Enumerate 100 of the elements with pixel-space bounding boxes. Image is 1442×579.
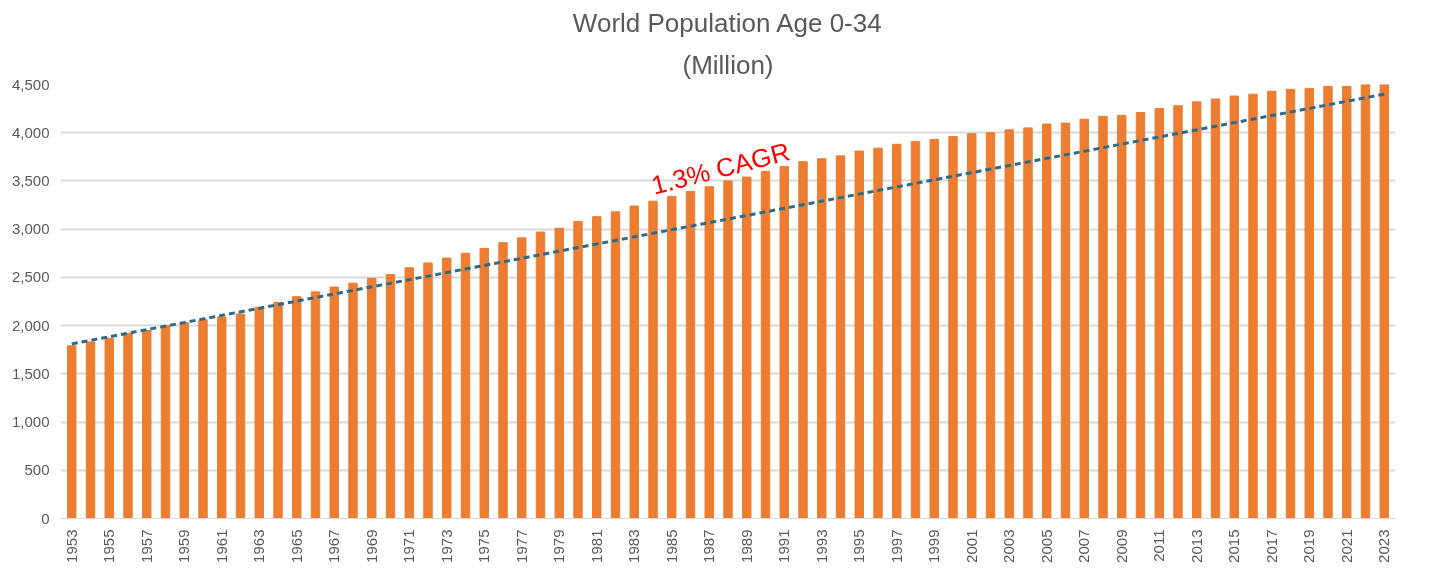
bar — [1135, 111, 1146, 519]
x-tick-label: 2013 — [1187, 529, 1205, 563]
bar — [892, 143, 902, 519]
x-tick-label: 1957 — [137, 529, 155, 563]
bar — [967, 133, 977, 519]
bar — [198, 319, 208, 519]
bar — [1060, 122, 1071, 519]
y-tick-label: 1,500 — [11, 364, 50, 382]
bar — [1267, 90, 1277, 519]
x-tick-label: 1989 — [737, 529, 755, 563]
x-tick-label: 2011 — [1150, 529, 1168, 562]
bar — [479, 247, 489, 519]
bar — [798, 161, 808, 519]
x-tick-label: 2007 — [1075, 529, 1093, 563]
bar — [423, 262, 433, 519]
x-tick-label: 2001 — [962, 529, 980, 563]
bar — [67, 345, 77, 519]
bar — [1154, 108, 1164, 519]
bar — [404, 267, 414, 519]
bar — [1229, 95, 1239, 519]
bar — [535, 231, 546, 519]
x-tick-label: 1993 — [812, 529, 830, 563]
y-tick-label: 4,000 — [11, 123, 50, 141]
bar — [254, 306, 264, 519]
bar — [1023, 127, 1033, 519]
x-tick-label: 1971 — [400, 529, 418, 563]
bar — [910, 140, 921, 519]
bar — [385, 274, 396, 519]
y-tick-label: 0 — [41, 509, 50, 527]
bar — [1173, 105, 1183, 519]
bar — [160, 325, 171, 519]
x-tick-label: 1981 — [587, 529, 605, 563]
chart-title: World Population Age 0-34 — [572, 7, 882, 38]
x-tick-label: 2015 — [1225, 529, 1243, 563]
bar — [1285, 88, 1296, 519]
bar — [1304, 87, 1314, 519]
bar — [329, 286, 339, 519]
x-tick-label: 2019 — [1300, 529, 1318, 563]
x-tick-label: 1999 — [925, 529, 943, 563]
bar — [1004, 129, 1014, 519]
bar — [929, 138, 939, 519]
x-tick-label: 1977 — [512, 529, 530, 563]
x-tick-label: 2009 — [1112, 529, 1130, 563]
bar — [854, 150, 864, 519]
bar — [985, 132, 996, 519]
bar — [948, 136, 958, 519]
y-tick-label: 500 — [24, 461, 50, 479]
x-tick-label: 1959 — [175, 529, 193, 563]
bar — [179, 322, 189, 519]
bar — [517, 237, 527, 519]
bar — [1098, 115, 1108, 519]
bar — [610, 211, 621, 519]
bar — [348, 282, 358, 519]
bar — [554, 227, 564, 519]
x-tick-label: 1997 — [887, 529, 905, 563]
annotation: 1.3% CAGR — [648, 136, 793, 201]
bar — [592, 216, 602, 519]
bar — [835, 155, 846, 519]
y-tick-label: 3,500 — [11, 171, 50, 189]
bar — [123, 332, 133, 519]
bar — [367, 277, 377, 519]
x-tick-label: 1953 — [62, 529, 80, 563]
bar — [873, 147, 883, 519]
x-tick-label: 1965 — [287, 529, 305, 563]
x-tick-label: 2021 — [1337, 529, 1355, 563]
x-tick-label: 1967 — [325, 529, 343, 563]
y-tick-label: 3,000 — [11, 220, 50, 238]
x-tick-label: 1983 — [625, 529, 643, 563]
bar — [1210, 98, 1221, 519]
bar — [573, 220, 583, 519]
x-tick-label: 1979 — [550, 529, 568, 563]
bar — [1192, 101, 1202, 519]
x-tick-label: 1961 — [212, 529, 230, 563]
bar — [273, 301, 283, 519]
bar — [1379, 84, 1389, 519]
bar — [648, 200, 658, 519]
x-tick-label: 1969 — [362, 529, 380, 563]
bar — [310, 291, 321, 519]
x-tick-label: 2023 — [1375, 529, 1393, 563]
bar — [442, 257, 452, 519]
bar — [460, 252, 471, 519]
bar — [723, 180, 733, 519]
x-tick-label: 2003 — [1000, 529, 1018, 563]
chart-subtitle: (Million) — [682, 49, 774, 80]
bar — [1360, 84, 1371, 519]
bar — [667, 195, 677, 519]
bar — [292, 296, 302, 519]
bar — [1323, 85, 1333, 519]
bar — [1042, 123, 1052, 519]
x-tick-label: 2017 — [1262, 529, 1280, 563]
y-tick-label: 2,000 — [11, 316, 50, 334]
bar — [817, 158, 827, 519]
y-tick-label: 4,500 — [11, 75, 50, 93]
y-tick-label: 2,500 — [11, 268, 50, 286]
bar — [235, 313, 246, 519]
x-tick-label: 1987 — [700, 529, 718, 563]
y-tick-label: 1,000 — [11, 413, 50, 431]
x-tick-label: 1963 — [250, 529, 268, 563]
bar — [142, 329, 152, 519]
bar — [1342, 85, 1352, 519]
